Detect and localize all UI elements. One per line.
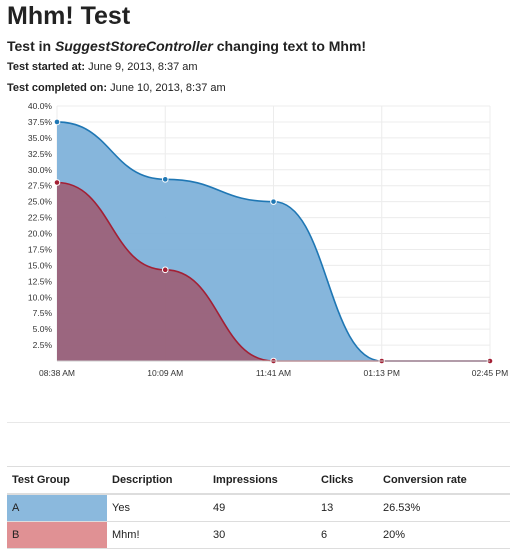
subtitle-suffix: changing text to Mhm! xyxy=(212,38,367,54)
section-divider xyxy=(7,422,510,423)
header-clicks: Clicks xyxy=(316,466,378,495)
y-tick-label: 40.0% xyxy=(28,101,53,111)
description-cell: Yes xyxy=(107,494,208,522)
y-tick-label: 20.0% xyxy=(28,229,53,239)
group-cell: A xyxy=(7,494,107,522)
x-tick-label: 11:41 AM xyxy=(256,368,291,378)
header-impressions: Impressions xyxy=(208,466,316,495)
y-tick-label: 7.5% xyxy=(33,308,53,318)
results-header-row: Test Group Description Impressions Click… xyxy=(7,466,510,495)
y-tick-label: 5.0% xyxy=(33,324,53,334)
conversion-chart: 2.5% 5.0% 7.5% 10.0% 12.5% 15.0% 17.5% 20.0% 22.… xyxy=(0,96,520,386)
subtitle-prefix: Test in xyxy=(7,38,55,54)
description-cell: Mhm! xyxy=(107,521,208,549)
group-cell: B xyxy=(7,521,107,549)
series-area-b xyxy=(57,182,490,361)
y-tick-label: 15.0% xyxy=(28,260,53,270)
table-row: B Mhm! 30 6 20% xyxy=(7,521,510,549)
started-label: Test started at: xyxy=(7,61,86,73)
completed-value: June 10, 2013, 8:37 am xyxy=(110,82,226,94)
y-tick-label: 30.0% xyxy=(28,165,53,175)
test-started: Test started at: June 9, 2013, 8:37 am xyxy=(7,61,198,73)
table-row: A Yes 49 13 26.53% xyxy=(7,494,510,522)
page-title: Mhm! Test xyxy=(7,2,131,30)
y-tick-label: 25.0% xyxy=(28,197,53,207)
controller-name: SuggestStoreController xyxy=(54,38,213,54)
y-tick-label: 22.5% xyxy=(28,213,53,223)
y-tick-label: 32.5% xyxy=(28,149,53,159)
y-tick-label: 37.5% xyxy=(28,117,53,127)
y-tick-label: 10.0% xyxy=(28,292,53,302)
header-conversion-rate: Conversion rate xyxy=(378,466,510,495)
data-point-a xyxy=(270,198,277,205)
data-point-b xyxy=(53,179,61,186)
x-tick-label: 08:38 AM xyxy=(39,368,75,378)
y-tick-label: 2.5% xyxy=(33,340,53,350)
conversion-rate-cell: 26.53% xyxy=(378,494,510,522)
test-subtitle: Test in SuggestStoreController changing … xyxy=(7,38,366,54)
y-tick-label: 12.5% xyxy=(28,276,53,286)
conversion-chart-svg: 2.5% 5.0% 7.5% 10.0% 12.5% 15.0% 17.5% 20.0% 22.… xyxy=(28,101,508,378)
impressions-cell: 30 xyxy=(208,521,316,549)
header-description: Description xyxy=(107,466,208,495)
data-point-a xyxy=(161,176,169,183)
clicks-cell: 6 xyxy=(316,521,378,549)
impressions-cell: 49 xyxy=(208,494,316,522)
data-point-b xyxy=(161,266,169,274)
test-completed: Test completed on: June 10, 2013, 8:37 a… xyxy=(7,82,226,94)
x-tick-label: 01:13 PM xyxy=(364,368,400,378)
conversion-rate-cell: 20% xyxy=(378,521,510,549)
x-tick-label: 10:09 AM xyxy=(147,368,183,378)
x-tick-label: 02:45 PM xyxy=(472,368,508,378)
header-test-group: Test Group xyxy=(7,466,107,495)
started-value: June 9, 2013, 8:37 am xyxy=(88,61,198,73)
data-point-a xyxy=(53,118,61,126)
results-table: Test Group Description Impressions Click… xyxy=(7,466,510,549)
y-tick-label: 17.5% xyxy=(28,244,53,254)
y-tick-label: 35.0% xyxy=(28,133,53,143)
completed-label: Test completed on: xyxy=(7,82,108,94)
clicks-cell: 13 xyxy=(316,494,378,522)
y-tick-label: 27.5% xyxy=(28,181,53,191)
